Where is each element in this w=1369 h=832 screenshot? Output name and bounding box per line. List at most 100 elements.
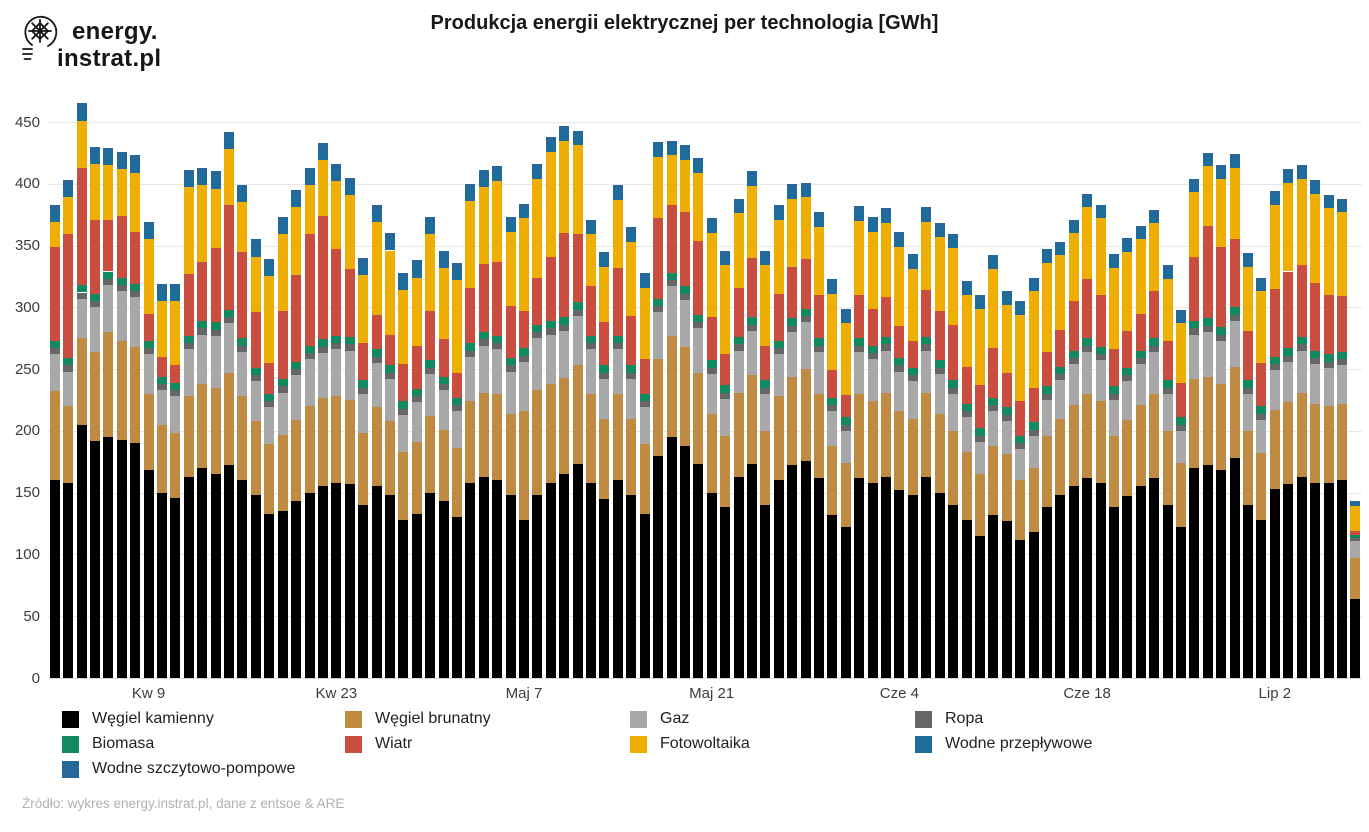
bar-segment[interactable] <box>505 357 516 366</box>
bar-segment[interactable] <box>277 434 288 512</box>
bar-segment[interactable] <box>1296 392 1307 477</box>
bar-segment[interactable] <box>1283 173 1294 183</box>
bar-segment[interactable] <box>1256 419 1267 454</box>
bar-segment[interactable] <box>1095 294 1106 347</box>
bar-segment[interactable] <box>881 392 891 477</box>
bar-segment[interactable] <box>1323 199 1334 209</box>
bar-segment[interactable] <box>425 416 436 493</box>
bar-segment[interactable] <box>49 340 60 349</box>
legend-item[interactable]: Wodne szczytowo-pompowe <box>62 760 345 778</box>
bar-segment[interactable] <box>639 359 650 394</box>
bar-segment[interactable] <box>411 513 422 678</box>
bar-segment[interactable] <box>277 234 288 312</box>
bar-segment[interactable] <box>840 395 851 418</box>
bar-segment[interactable] <box>264 393 275 402</box>
bar-segment[interactable] <box>237 191 248 203</box>
bar-segment[interactable] <box>599 365 610 373</box>
bar-segment[interactable] <box>1216 165 1227 171</box>
bar-segment[interactable] <box>1323 367 1334 407</box>
bar-segment[interactable] <box>559 474 570 678</box>
bar-segment[interactable] <box>921 350 932 393</box>
bar-segment[interactable] <box>746 186 757 258</box>
bar-segment[interactable] <box>197 261 208 321</box>
bar-segment[interactable] <box>277 511 288 678</box>
bar-segment[interactable] <box>264 276 275 363</box>
bar-segment[interactable] <box>746 176 757 187</box>
bar-segment[interactable] <box>170 365 181 383</box>
bar-segment[interactable] <box>760 393 771 431</box>
bar-segment[interactable] <box>291 375 302 420</box>
bar-segment[interactable] <box>867 222 878 232</box>
bar-segment[interactable] <box>1256 519 1267 678</box>
bar-segment[interactable] <box>921 207 932 213</box>
bar-segment[interactable] <box>210 474 221 678</box>
bar-segment[interactable] <box>237 351 248 397</box>
bar-segment[interactable] <box>1055 329 1066 367</box>
bar-segment[interactable] <box>358 257 369 265</box>
bar-segment[interactable] <box>612 393 623 481</box>
bar-segment[interactable] <box>1041 393 1052 400</box>
bar-segment[interactable] <box>814 338 824 346</box>
bar-segment[interactable] <box>907 259 918 270</box>
bar-segment[interactable] <box>519 218 529 312</box>
bar-segment[interactable] <box>478 332 489 340</box>
bar-segment[interactable] <box>746 257 757 318</box>
bar-segment[interactable] <box>237 338 248 346</box>
bar-segment[interactable] <box>1176 382 1186 418</box>
bar-segment[interactable] <box>867 353 878 360</box>
bar-segment[interactable] <box>706 233 717 318</box>
bar-segment[interactable] <box>626 227 637 232</box>
bar-segment[interactable] <box>1001 421 1012 455</box>
bar-segment[interactable] <box>170 290 181 302</box>
bar-segment[interactable] <box>572 234 583 303</box>
bar-segment[interactable] <box>653 359 664 456</box>
bar-segment[interactable] <box>1256 362 1267 407</box>
bar-segment[interactable] <box>1082 345 1093 352</box>
bar-segment[interactable] <box>1202 225 1213 319</box>
bar-segment[interactable] <box>237 185 248 192</box>
bar-segment[interactable] <box>572 135 583 146</box>
bar-segment[interactable] <box>814 294 824 339</box>
bar-segment[interactable] <box>961 411 972 418</box>
bar-segment[interactable] <box>1028 435 1039 468</box>
bar-segment[interactable] <box>760 250 771 256</box>
bar-segment[interactable] <box>814 351 824 394</box>
bar-segment[interactable] <box>1041 351 1052 387</box>
bar-segment[interactable] <box>157 383 167 391</box>
bar-segment[interactable] <box>854 351 865 394</box>
bar-segment[interactable] <box>907 495 918 678</box>
bar-segment[interactable] <box>478 176 489 188</box>
bar-segment[interactable] <box>465 201 476 288</box>
bar-segment[interactable] <box>264 444 275 514</box>
bar-segment[interactable] <box>545 482 556 678</box>
bar-segment[interactable] <box>411 396 422 403</box>
bar-segment[interactable] <box>143 313 154 341</box>
bar-segment[interactable] <box>679 160 690 213</box>
bar-segment[interactable] <box>371 486 382 678</box>
bar-segment[interactable] <box>1149 291 1160 339</box>
bar-segment[interactable] <box>1283 361 1294 403</box>
bar-segment[interactable] <box>599 379 610 419</box>
bar-segment[interactable] <box>1283 271 1294 349</box>
bar-segment[interactable] <box>840 424 851 431</box>
bar-segment[interactable] <box>1015 435 1026 444</box>
bar-segment[interactable] <box>1229 239 1240 308</box>
bar-segment[interactable] <box>1283 348 1294 356</box>
bar-segment[interactable] <box>867 231 878 309</box>
bar-segment[interactable] <box>183 349 194 397</box>
bar-segment[interactable] <box>961 366 972 404</box>
bar-segment[interactable] <box>894 231 905 237</box>
bar-segment[interactable] <box>1189 178 1200 184</box>
bar-segment[interactable] <box>224 317 234 324</box>
bar-segment[interactable] <box>545 256 556 321</box>
bar-segment[interactable] <box>103 285 114 333</box>
bar-segment[interactable] <box>116 157 127 169</box>
bar-segment[interactable] <box>746 324 757 331</box>
bar-segment[interactable] <box>264 265 275 277</box>
bar-segment[interactable] <box>974 535 985 678</box>
bar-segment[interactable] <box>63 234 74 358</box>
bar-segment[interactable] <box>814 393 824 478</box>
bar-segment[interactable] <box>384 233 395 240</box>
bar-segment[interactable] <box>867 308 878 346</box>
bar-segment[interactable] <box>706 374 717 414</box>
